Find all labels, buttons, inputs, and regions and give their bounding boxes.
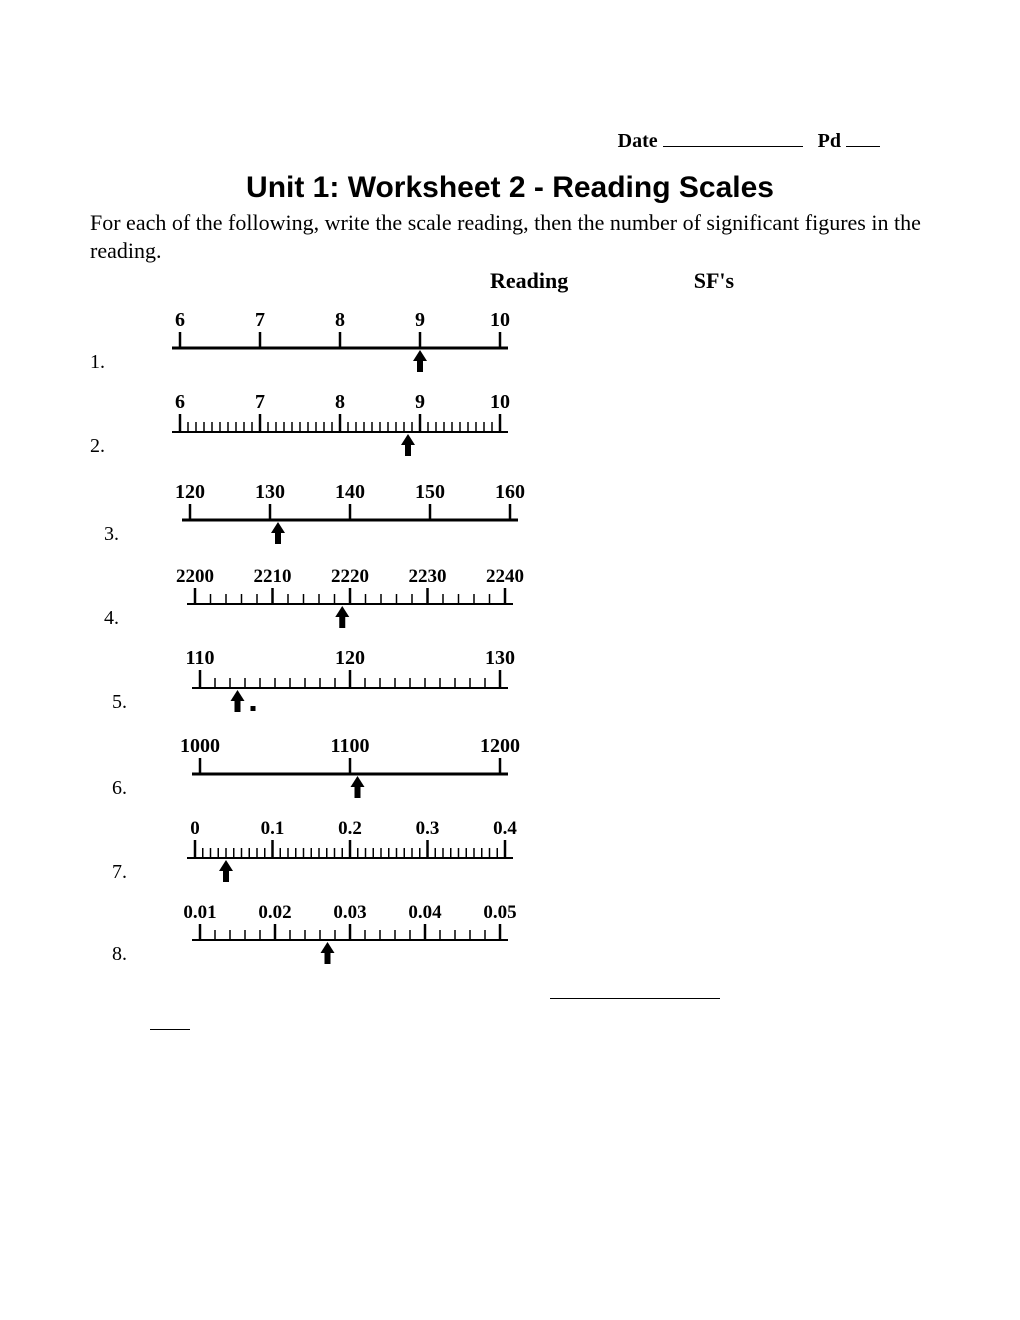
svg-text:0.05: 0.05 <box>483 902 516 923</box>
svg-text:2220: 2220 <box>331 566 369 587</box>
problem-4: 4. 2200 2210 2220 2230 2240 <box>90 554 930 632</box>
svg-text:0.03: 0.03 <box>333 902 366 923</box>
svg-text:0: 0 <box>190 818 200 839</box>
svg-text:140: 140 <box>335 481 365 503</box>
problem-6: 6. 1000 1100 1200 <box>90 722 930 802</box>
svg-text:0.4: 0.4 <box>493 818 517 839</box>
svg-text:6: 6 <box>175 391 185 413</box>
svg-text:9: 9 <box>415 309 425 331</box>
problem-number: 2. <box>90 435 105 458</box>
scale-diagram: 1000 1100 1200 <box>150 722 550 802</box>
scale-diagram: 110 120 130 <box>150 638 550 716</box>
small-blank[interactable] <box>150 1029 190 1030</box>
pd-label: Pd <box>818 130 841 152</box>
scale-diagram: 6 7 8 9 10 <box>150 382 530 460</box>
svg-text:2210: 2210 <box>254 566 292 587</box>
svg-text:8: 8 <box>335 391 345 413</box>
problem-number: 6. <box>112 777 127 800</box>
column-headers: Reading SF's <box>90 268 930 294</box>
svg-text:7: 7 <box>255 391 265 413</box>
svg-text:1000: 1000 <box>180 735 220 757</box>
svg-text:110: 110 <box>186 647 215 669</box>
svg-text:1200: 1200 <box>480 735 520 757</box>
page-title: Unit 1: Worksheet 2 - Reading Scales <box>90 171 930 205</box>
scale-diagram: 0 0.1 0.2 0.3 0.4 <box>150 808 550 886</box>
problem-number: 3. <box>104 523 119 546</box>
svg-text:0.1: 0.1 <box>261 818 285 839</box>
date-blank[interactable] <box>663 146 803 147</box>
problem-5: 5. 110 120 130 <box>90 638 930 716</box>
svg-text:7: 7 <box>255 309 265 331</box>
problem-number: 4. <box>104 607 119 630</box>
svg-text:2200: 2200 <box>176 566 214 587</box>
pd-blank[interactable] <box>846 146 880 147</box>
problem-1: 1. 6 7 8 9 10 <box>90 304 930 376</box>
svg-text:0.3: 0.3 <box>416 818 440 839</box>
problems-container: 1.6789102.6789103.1201301401501604.22002… <box>90 304 930 968</box>
sfs-header: SF's <box>694 268 734 294</box>
problem-2: 2. 6 7 8 9 10 <box>90 382 930 460</box>
svg-text:10: 10 <box>490 391 510 413</box>
svg-text:0.2: 0.2 <box>338 818 362 839</box>
answer-blank[interactable] <box>550 998 720 999</box>
problem-number: 5. <box>112 691 127 714</box>
svg-text:2230: 2230 <box>409 566 447 587</box>
svg-text:0.04: 0.04 <box>408 902 442 923</box>
svg-text:120: 120 <box>175 481 205 503</box>
svg-text:1100: 1100 <box>331 735 370 757</box>
svg-text:10: 10 <box>490 309 510 331</box>
svg-text:0.02: 0.02 <box>258 902 291 923</box>
header-line: Date Pd <box>90 130 930 153</box>
reading-header: Reading <box>490 268 568 294</box>
svg-text:9: 9 <box>415 391 425 413</box>
svg-text:150: 150 <box>415 481 445 503</box>
problem-number: 7. <box>112 861 127 884</box>
problem-7: 7. 0 0.1 0.2 0.3 0.4 <box>90 808 930 886</box>
scale-diagram: 2200 2210 2220 2230 2240 <box>150 554 550 632</box>
scale-diagram: 6 7 8 9 10 <box>150 304 530 376</box>
svg-text:2240: 2240 <box>486 566 524 587</box>
svg-text:8: 8 <box>335 309 345 331</box>
problem-number: 8. <box>112 943 127 966</box>
instructions: For each of the following, write the sca… <box>90 209 930 264</box>
svg-text:130: 130 <box>485 647 515 669</box>
problem-3: 3. 120 130 140 150 160 <box>90 466 930 548</box>
svg-text:120: 120 <box>335 647 365 669</box>
problem-8: 8. 0.01 0.02 0.03 0.04 0.05 <box>90 892 930 968</box>
svg-text:130: 130 <box>255 481 285 503</box>
problem-number: 1. <box>90 351 105 374</box>
svg-text:6: 6 <box>175 309 185 331</box>
svg-text:0.01: 0.01 <box>183 902 216 923</box>
scale-diagram: 0.01 0.02 0.03 0.04 0.05 <box>150 892 550 968</box>
date-label: Date <box>618 130 658 152</box>
svg-text:160: 160 <box>495 481 525 503</box>
scale-diagram: 120 130 140 150 160 <box>150 466 550 548</box>
